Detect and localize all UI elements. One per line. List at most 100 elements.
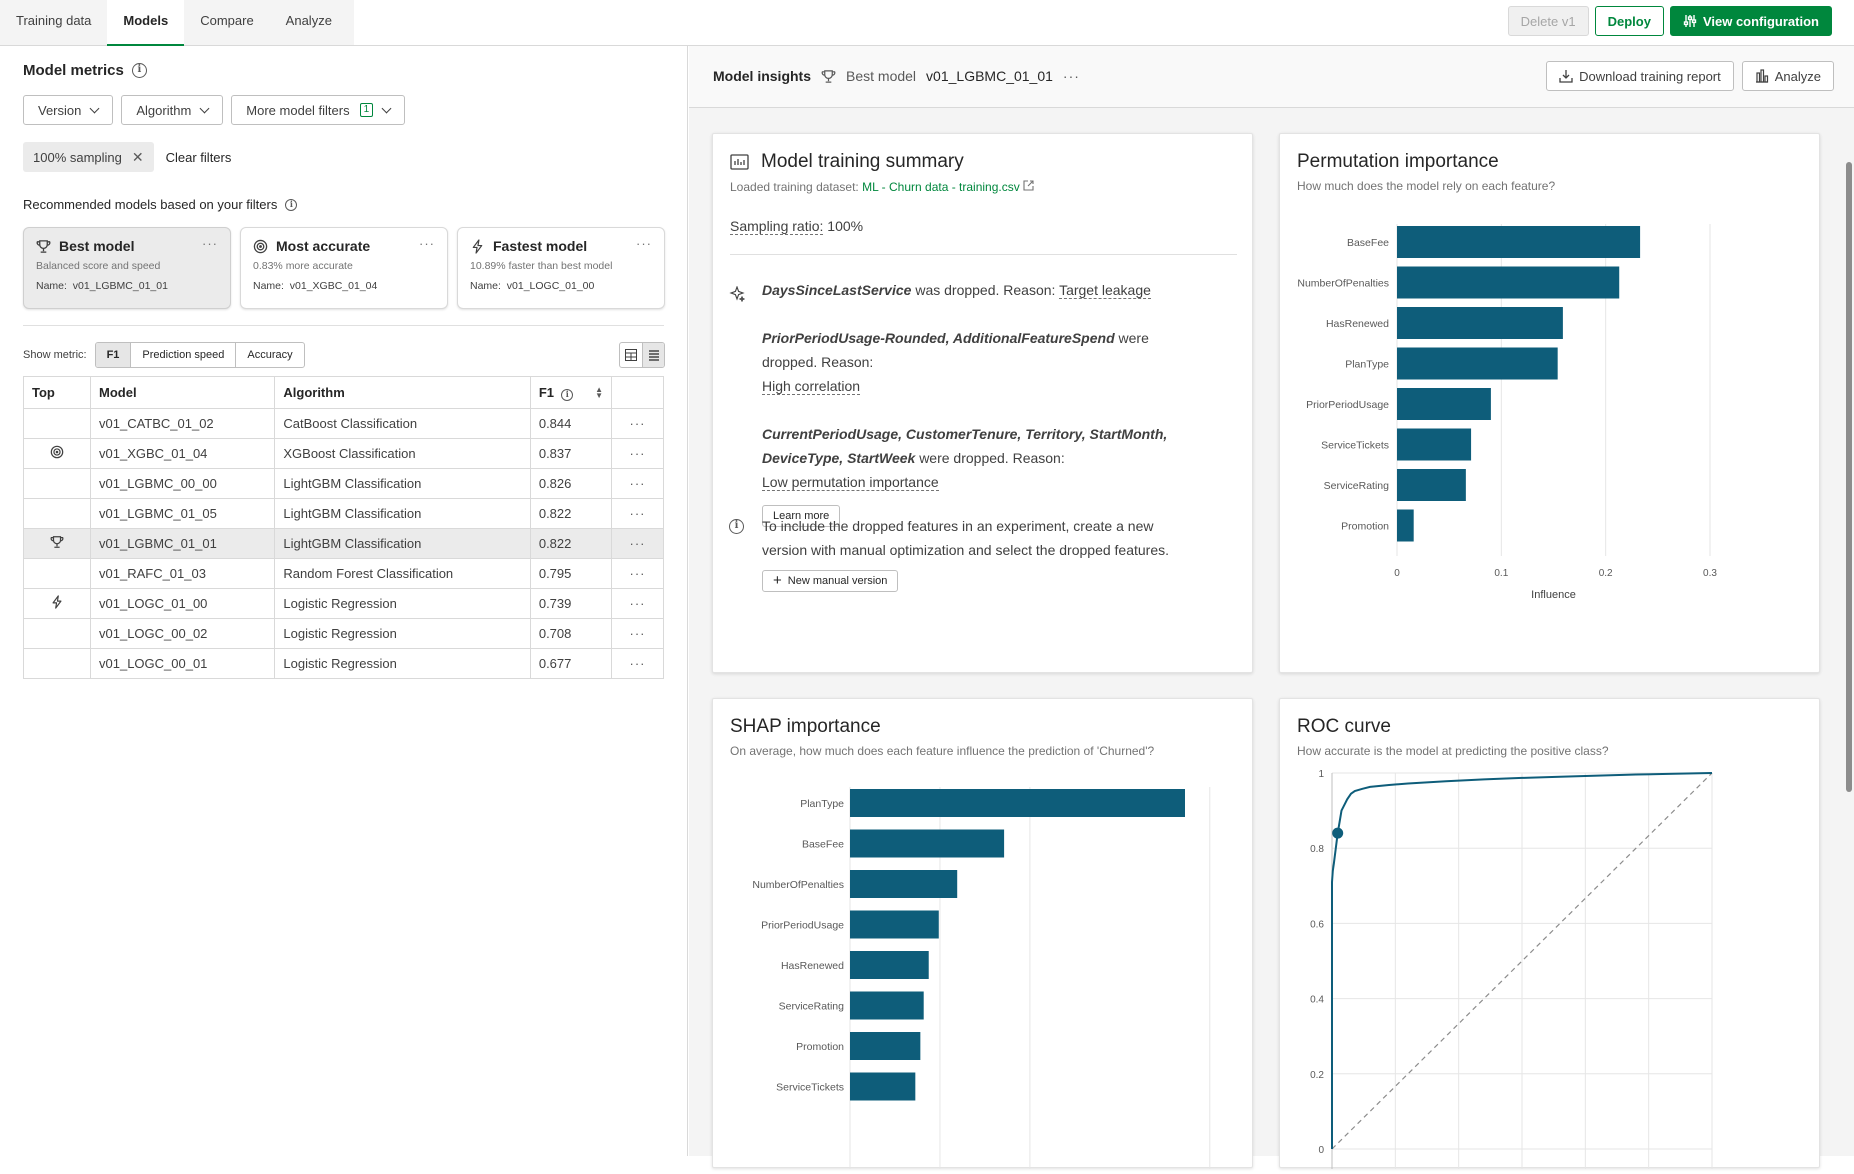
row-more-options-icon[interactable]: ···	[611, 558, 664, 589]
top-cell	[23, 468, 91, 499]
card-name-label: Name:	[470, 280, 501, 292]
tab-training-data[interactable]: Training data	[16, 13, 92, 28]
row-more-options-icon[interactable]: ···	[611, 438, 664, 469]
metric-prediction-speed-button[interactable]: Prediction speed	[130, 343, 235, 367]
download-training-report-button[interactable]: Download training report	[1546, 61, 1734, 91]
f1-cell: 0.677	[529, 648, 613, 679]
table-row[interactable]: v01_LOGC_01_00 Logistic Regression 0.739 ··…	[23, 588, 664, 619]
table-row[interactable]: v01_CATBC_01_02 CatBoost Classification 0.…	[23, 408, 664, 439]
y-tick-label: 0.6	[1310, 919, 1324, 930]
info-icon[interactable]: i	[285, 198, 298, 211]
bar	[850, 870, 958, 898]
f1-cell: 0.844	[529, 408, 613, 439]
row-more-options-icon[interactable]: ···	[611, 588, 664, 619]
y-tick-label: 1	[1318, 769, 1324, 780]
x-tick-label: 0	[1394, 568, 1400, 579]
view-configuration-label: View configuration	[1702, 13, 1819, 29]
algorithm-filter-button[interactable]: Algorithm	[121, 95, 224, 125]
table-row[interactable]: v01_LGBMC_01_05 LightGBM Classification 0.…	[23, 498, 664, 529]
table-row[interactable]: v01_LGBMC_01_01 LightGBM Classification 0.…	[23, 528, 664, 559]
best-model-card[interactable]: Best model Balanced score and speed Name…	[23, 227, 231, 309]
metric-accuracy-button[interactable]: Accuracy	[235, 343, 303, 367]
col-f1-header[interactable]: F1 i ▲ ▼	[529, 376, 613, 409]
more-options-icon[interactable]: ···	[636, 236, 652, 251]
list-view-icon	[648, 350, 659, 361]
bar	[850, 951, 929, 979]
bar	[850, 1032, 921, 1060]
more-options-icon[interactable]: ···	[1062, 68, 1080, 84]
row-more-options-icon[interactable]: ···	[611, 408, 664, 439]
top-cell	[23, 588, 91, 619]
analyze-button[interactable]: Analyze	[1741, 61, 1834, 91]
col-algorithm-header[interactable]: Algorithm	[274, 376, 531, 409]
row-more-options-icon[interactable]: ···	[611, 618, 664, 649]
tab-models[interactable]: Models	[107, 0, 185, 46]
training-summary-heading: Model training summary	[730, 151, 964, 173]
y-category-label: PlanType	[800, 798, 844, 810]
top-cell	[23, 408, 91, 439]
clear-filters-link[interactable]: Clear filters	[165, 149, 232, 165]
close-icon[interactable]: ✕	[131, 148, 144, 165]
grid-view-button[interactable]	[620, 343, 642, 367]
scrollbar-thumb[interactable]	[1846, 162, 1852, 792]
drop3-reason[interactable]: Low permutation importance	[762, 474, 939, 491]
scrollbar[interactable]	[1844, 154, 1854, 1174]
table-row[interactable]: v01_XGBC_01_04 XGBoost Classification 0.83…	[23, 438, 664, 469]
deploy-button[interactable]: Deploy	[1594, 6, 1664, 36]
y-category-label: Promotion	[1341, 521, 1389, 533]
grid-view-icon	[625, 349, 637, 361]
learn-more-button[interactable]: Learn more	[762, 505, 841, 527]
top-cell	[23, 528, 91, 559]
y-category-label: PlanType	[1345, 359, 1389, 371]
recommended-title: Recommended models based on your filters	[23, 197, 278, 212]
more-model-filters-button[interactable]: More model filters 1	[231, 95, 406, 125]
metric-f1-button[interactable]: F1	[95, 343, 131, 367]
drop2-text1: were	[1118, 330, 1149, 346]
more-options-icon[interactable]: ···	[202, 236, 218, 251]
trophy-icon	[821, 69, 836, 83]
permutation-title: Permutation importance	[1297, 151, 1499, 172]
fastest-model-card[interactable]: Fastest model 10.89% faster than best mo…	[457, 227, 665, 309]
row-more-options-icon[interactable]: ···	[611, 528, 664, 559]
row-more-options-icon[interactable]: ···	[611, 498, 664, 529]
table-row[interactable]: v01_LOGC_00_01 Logistic Regression 0.677 ··…	[23, 648, 664, 679]
version-filter-button[interactable]: Version	[23, 95, 114, 125]
delete-version-button[interactable]: Delete v1	[1507, 6, 1589, 36]
drop2-features: PriorPeriodUsage-Rounded, AdditionalFeat…	[762, 330, 1115, 346]
lightning-icon	[472, 238, 483, 254]
sampling-filter-chip[interactable]: 100% sampling ✕	[23, 142, 154, 172]
more-options-icon[interactable]: ···	[419, 236, 435, 251]
drop2-reason[interactable]: High correlation	[762, 378, 861, 395]
sparkle-icon	[729, 286, 745, 302]
new-manual-version-button[interactable]: + New manual version	[762, 570, 899, 592]
most-accurate-card[interactable]: Most accurate 0.83% more accurate Name: …	[240, 227, 448, 309]
drop1-reason[interactable]: Target leakage	[1059, 282, 1151, 299]
bar	[1397, 388, 1491, 420]
info-icon[interactable]: i	[561, 388, 574, 401]
tab-analyze[interactable]: Analyze	[285, 13, 332, 28]
table-row[interactable]: v01_LOGC_00_02 Logistic Regression 0.708 ··…	[23, 618, 664, 649]
best-model-card-title: Best model	[36, 238, 218, 254]
permutation-subtitle: How much does the model rely on each fea…	[1297, 179, 1556, 193]
row-more-options-icon[interactable]: ···	[611, 468, 664, 499]
top-nav: Training data Models Compare Analyze Del…	[0, 0, 1854, 46]
drop1-text: was dropped. Reason:	[915, 282, 1056, 298]
algorithm-cell: LightGBM Classification	[274, 498, 531, 529]
card-subtitle: 0.83% more accurate	[253, 260, 353, 272]
target-icon	[50, 445, 64, 459]
table-row[interactable]: v01_RAFC_01_03 Random Forest Classificati…	[23, 558, 664, 589]
f1-cell: 0.822	[529, 498, 613, 529]
bar	[1397, 307, 1563, 339]
y-category-label: HasRenewed	[781, 960, 844, 972]
external-link-icon[interactable]	[1023, 180, 1034, 191]
list-view-button[interactable]	[642, 343, 664, 367]
row-more-options-icon[interactable]: ···	[611, 648, 664, 679]
tab-compare[interactable]: Compare	[200, 13, 254, 28]
col-model-header[interactable]: Model	[89, 376, 276, 409]
dataset-link[interactable]: ML - Churn data - training.csv	[862, 180, 1020, 194]
dropped-features-text: DaysSinceLastService was dropped. Reason…	[762, 278, 1232, 527]
view-configuration-button[interactable]: View configuration	[1669, 6, 1832, 36]
table-row[interactable]: v01_LGBMC_00_00 LightGBM Classification 0.…	[23, 468, 664, 499]
sort-icon[interactable]: ▲ ▼	[595, 384, 603, 400]
info-icon[interactable]: i	[131, 63, 147, 78]
